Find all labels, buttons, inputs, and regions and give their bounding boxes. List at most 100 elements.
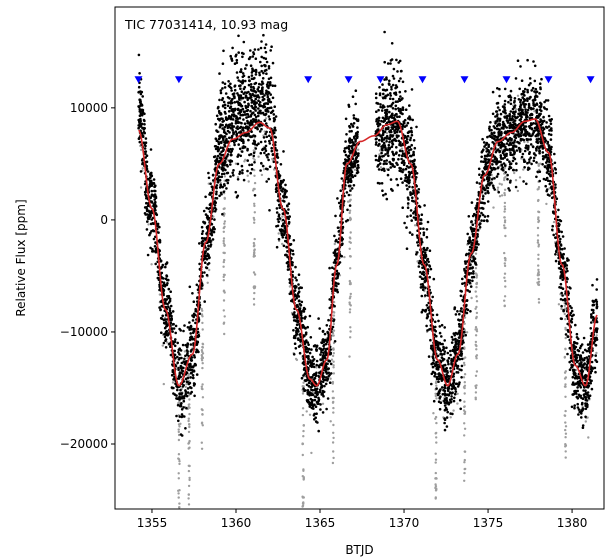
raw-point [349, 231, 352, 234]
raw-point [301, 505, 304, 508]
binned-point [389, 92, 392, 95]
binned-point [254, 94, 258, 97]
raw-point [223, 332, 226, 336]
binned-point [215, 184, 219, 187]
raw-point [188, 423, 191, 426]
raw-point [187, 503, 191, 506]
raw-point [537, 164, 540, 167]
binned-point [420, 238, 423, 242]
raw-point [301, 392, 305, 395]
binned-point [569, 354, 573, 358]
binned-point [239, 87, 242, 90]
raw-point [253, 237, 256, 241]
binned-point [214, 122, 217, 126]
raw-point [435, 511, 437, 513]
raw-point [463, 381, 466, 384]
binned-point [141, 134, 145, 137]
raw-point [462, 361, 466, 365]
binned-point [401, 181, 404, 184]
raw-point [514, 179, 518, 182]
binned-point [561, 294, 564, 297]
binned-point [335, 288, 339, 292]
binned-point [514, 185, 518, 189]
binned-point [176, 388, 179, 392]
raw-point [475, 274, 479, 277]
raw-point [564, 328, 568, 331]
binned-point [380, 151, 383, 155]
binned-point [314, 405, 318, 409]
binned-point [502, 110, 506, 114]
binned-point [173, 349, 176, 353]
binned-point [303, 372, 307, 375]
raw-point [200, 447, 204, 450]
binned-point [254, 73, 258, 76]
binned-point [519, 104, 523, 107]
binned-point [234, 130, 238, 133]
binned-point [465, 252, 469, 256]
binned-point [554, 236, 557, 240]
raw-point [171, 381, 175, 384]
binned-point [538, 147, 541, 150]
binned-point [581, 424, 585, 427]
binned-point [261, 95, 265, 99]
binned-point [391, 189, 394, 192]
binned-point [385, 197, 389, 201]
raw-point [503, 224, 506, 227]
binned-point [176, 341, 179, 345]
binned-point [458, 325, 461, 328]
raw-point [563, 385, 567, 388]
binned-point [182, 329, 185, 333]
binned-point [459, 294, 463, 298]
binned-point [158, 306, 161, 309]
raw-point [595, 334, 598, 337]
binned-point [438, 407, 442, 411]
binned-point [185, 380, 189, 384]
binned-point [583, 357, 586, 360]
binned-point [356, 160, 360, 163]
raw-point [463, 373, 467, 376]
binned-point [280, 224, 284, 228]
raw-point [222, 290, 226, 293]
raw-point [349, 218, 352, 222]
raw-point [463, 410, 467, 414]
raw-point [463, 347, 466, 351]
raw-point [537, 280, 541, 283]
binned-point [387, 143, 391, 147]
binned-point [248, 56, 252, 59]
raw-point [177, 457, 180, 460]
raw-point [475, 330, 479, 333]
raw-point [252, 157, 255, 160]
binned-point [511, 153, 514, 157]
raw-point [537, 301, 541, 304]
binned-point [391, 107, 395, 110]
binned-point [548, 194, 551, 197]
binned-point [456, 310, 459, 313]
binned-point [304, 389, 307, 392]
binned-point [380, 158, 383, 162]
binned-point [562, 309, 565, 313]
binned-point [440, 375, 443, 379]
binned-point [419, 222, 423, 225]
binned-point [312, 407, 315, 410]
binned-point [271, 84, 275, 87]
binned-point [143, 123, 146, 126]
binned-point [325, 407, 328, 411]
binned-point [252, 52, 256, 56]
binned-point [247, 90, 250, 94]
binned-point [485, 161, 489, 165]
raw-point [260, 173, 264, 177]
binned-point [593, 366, 597, 370]
binned-point [547, 114, 551, 118]
binned-point [380, 119, 383, 123]
raw-point [474, 252, 478, 255]
binned-point [243, 110, 246, 114]
binned-point [523, 149, 527, 153]
binned-point [269, 93, 273, 96]
binned-point [386, 173, 390, 177]
raw-point [564, 318, 567, 321]
raw-point [523, 140, 526, 144]
binned-point [432, 399, 436, 403]
binned-point [265, 135, 269, 139]
binned-point [349, 177, 352, 180]
raw-point [253, 211, 256, 214]
